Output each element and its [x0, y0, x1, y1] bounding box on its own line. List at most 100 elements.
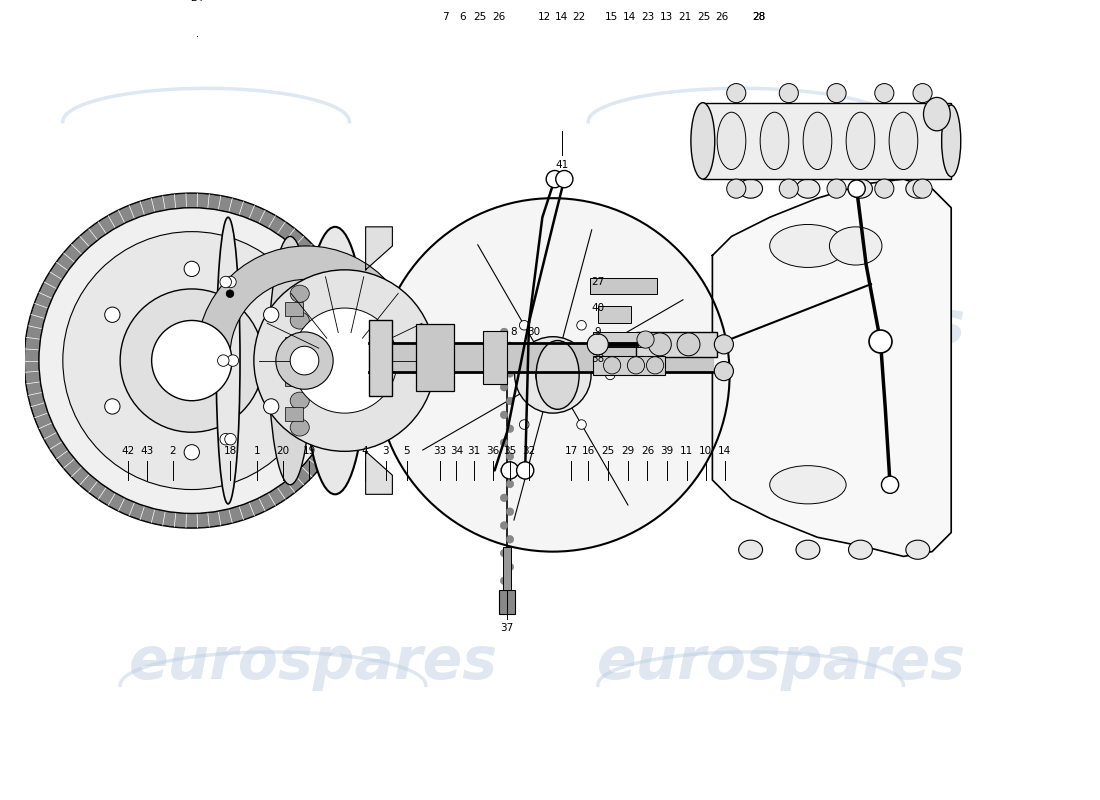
Ellipse shape	[848, 179, 872, 198]
Text: 27: 27	[591, 278, 604, 287]
Text: 28: 28	[752, 12, 766, 22]
Circle shape	[184, 445, 199, 460]
Circle shape	[500, 550, 508, 557]
Bar	[368, 319, 393, 396]
Circle shape	[913, 179, 932, 198]
Text: 33: 33	[433, 446, 447, 456]
Text: 12: 12	[538, 12, 551, 22]
Circle shape	[104, 398, 120, 414]
Bar	[285, 372, 303, 386]
Circle shape	[506, 480, 514, 488]
Text: 14: 14	[623, 12, 636, 22]
Circle shape	[152, 321, 232, 401]
Ellipse shape	[304, 227, 366, 494]
Circle shape	[714, 362, 734, 381]
Ellipse shape	[739, 540, 762, 559]
Text: 36: 36	[486, 446, 499, 456]
Circle shape	[881, 476, 899, 494]
Ellipse shape	[268, 237, 311, 485]
Ellipse shape	[924, 98, 950, 131]
Ellipse shape	[889, 112, 917, 170]
Ellipse shape	[846, 112, 874, 170]
Text: 13: 13	[660, 12, 673, 22]
Bar	[597, 306, 631, 323]
Circle shape	[779, 179, 799, 198]
Circle shape	[869, 330, 892, 353]
Polygon shape	[365, 451, 393, 494]
Bar	[285, 338, 303, 350]
Circle shape	[500, 466, 508, 474]
Circle shape	[224, 434, 236, 445]
Text: 17: 17	[564, 446, 578, 456]
Text: 24: 24	[190, 0, 204, 2]
Circle shape	[517, 462, 534, 479]
Circle shape	[605, 370, 615, 380]
Text: 2: 2	[169, 446, 176, 456]
Text: 14: 14	[718, 446, 732, 456]
Circle shape	[727, 179, 746, 198]
Bar	[416, 324, 454, 391]
Ellipse shape	[905, 540, 930, 559]
Circle shape	[519, 420, 529, 430]
Circle shape	[276, 332, 333, 390]
Ellipse shape	[290, 285, 309, 302]
Ellipse shape	[770, 225, 846, 267]
Text: 23: 23	[641, 12, 654, 22]
Bar	[499, 590, 515, 614]
Text: 18: 18	[223, 446, 236, 456]
Circle shape	[227, 290, 234, 298]
Circle shape	[500, 383, 508, 391]
Text: 15: 15	[605, 12, 618, 22]
Ellipse shape	[796, 540, 820, 559]
Circle shape	[627, 357, 645, 374]
Text: eurospares: eurospares	[129, 298, 498, 354]
Circle shape	[500, 328, 508, 336]
Text: 8: 8	[510, 327, 517, 337]
Circle shape	[491, 370, 501, 380]
Circle shape	[506, 398, 514, 405]
Text: 26: 26	[641, 446, 654, 456]
Circle shape	[506, 342, 514, 350]
Circle shape	[104, 307, 120, 322]
Circle shape	[913, 83, 932, 102]
Circle shape	[827, 83, 846, 102]
Polygon shape	[713, 179, 952, 557]
Text: 11: 11	[680, 446, 693, 456]
Circle shape	[587, 334, 608, 355]
Ellipse shape	[770, 466, 846, 504]
Circle shape	[536, 358, 570, 392]
Bar	[636, 332, 717, 357]
Text: 34: 34	[450, 446, 463, 456]
Text: 41: 41	[556, 160, 569, 170]
Ellipse shape	[290, 392, 309, 410]
Circle shape	[290, 346, 319, 375]
Text: 20: 20	[276, 446, 289, 456]
Circle shape	[500, 577, 508, 585]
Ellipse shape	[290, 419, 309, 436]
Ellipse shape	[290, 338, 309, 356]
Text: 38: 38	[591, 354, 604, 364]
Text: 40: 40	[591, 303, 604, 313]
Circle shape	[264, 398, 278, 414]
Text: 25: 25	[697, 12, 711, 22]
Text: 5: 5	[404, 446, 410, 456]
Circle shape	[376, 198, 729, 552]
Polygon shape	[365, 227, 393, 270]
Ellipse shape	[848, 540, 872, 559]
Text: 25: 25	[474, 12, 487, 22]
Bar	[703, 102, 952, 179]
Bar	[285, 407, 303, 421]
Text: 25: 25	[602, 446, 615, 456]
Circle shape	[227, 355, 239, 366]
Circle shape	[676, 333, 700, 356]
Circle shape	[500, 411, 508, 418]
Text: 1: 1	[253, 446, 260, 456]
Text: eurospares: eurospares	[596, 298, 966, 354]
Bar	[503, 547, 510, 590]
Circle shape	[500, 522, 508, 530]
Circle shape	[576, 420, 586, 430]
Circle shape	[519, 321, 529, 330]
Circle shape	[727, 83, 746, 102]
Ellipse shape	[829, 227, 882, 265]
Circle shape	[220, 434, 231, 445]
